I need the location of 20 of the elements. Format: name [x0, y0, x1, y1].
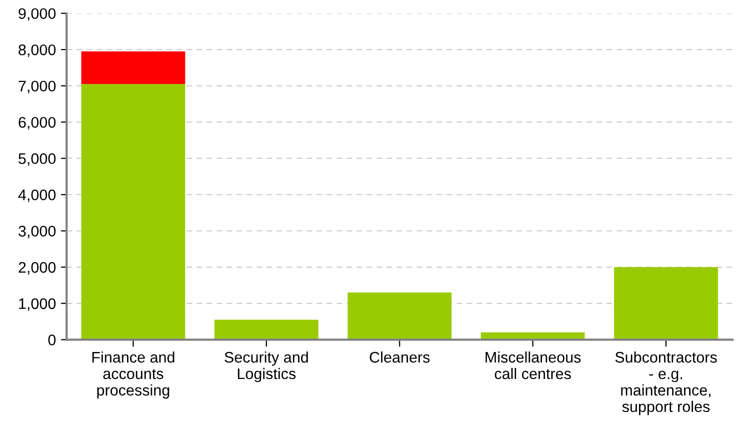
y-tick-label: 5,000	[18, 153, 56, 166]
x-tick-label: Finance and accounts processing	[92, 351, 174, 399]
y-tick-label: 1,000	[19, 298, 56, 311]
bar	[81, 51, 186, 84]
bar	[81, 84, 186, 340]
x-tick-label: Subcontractors - e.g. maintenance, support roles	[615, 351, 717, 416]
y-tick-label: 3,000	[18, 226, 56, 238]
x-tick-label: Cleaners	[370, 351, 430, 363]
y-tick-label: 2,000	[18, 262, 56, 275]
y-tick-label: 9,000	[18, 8, 56, 21]
y-tick-label: 6,000	[18, 116, 56, 130]
bar	[348, 292, 452, 340]
y-tick-label: 4,000	[18, 189, 56, 202]
x-tick-label: Miscellaneous call centres	[486, 351, 581, 380]
bar	[214, 320, 318, 340]
y-tick-label: 0	[48, 334, 56, 346]
x-tick-label: Security and Logistics	[224, 351, 308, 382]
bar	[614, 267, 718, 340]
y-tick-label: 8,000	[18, 44, 56, 58]
y-tick-label: 7,000	[18, 80, 56, 94]
